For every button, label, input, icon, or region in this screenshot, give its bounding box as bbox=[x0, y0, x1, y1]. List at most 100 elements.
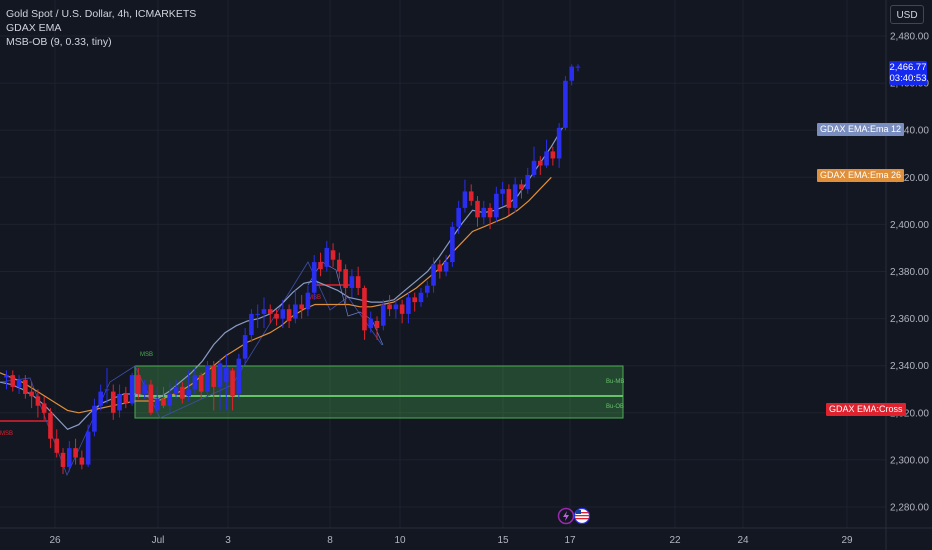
candle-body bbox=[79, 457, 85, 465]
ema-cross-tag: GDAX EMA:Cross bbox=[826, 403, 906, 416]
bu-ob-label: Bu-OB bbox=[606, 404, 624, 410]
price-axis-label: 2,440.00 bbox=[890, 126, 929, 137]
candle-body bbox=[54, 438, 60, 453]
price-axis-label: 2,340.00 bbox=[890, 361, 929, 372]
lightning-icon[interactable] bbox=[557, 507, 575, 525]
candle-body bbox=[456, 207, 461, 227]
candle-body bbox=[117, 393, 122, 411]
time-axis-label: 10 bbox=[394, 535, 406, 546]
candle-body bbox=[424, 285, 430, 293]
candle-body bbox=[525, 174, 531, 190]
last-price-tag: 2,466.77 03:40:53 bbox=[889, 61, 927, 85]
candle-body bbox=[343, 269, 348, 288]
bar-countdown: 03:40:53 bbox=[889, 73, 927, 84]
candle-body bbox=[129, 375, 135, 404]
time-axis-label: 24 bbox=[737, 535, 749, 546]
msb-bear-label-left: MSB bbox=[0, 431, 13, 437]
candle-body bbox=[48, 412, 53, 439]
candle-body bbox=[437, 264, 443, 272]
candle-body bbox=[406, 297, 411, 314]
candle-body bbox=[249, 313, 254, 336]
event-icons[interactable] bbox=[557, 507, 591, 525]
candle-body bbox=[462, 191, 468, 208]
indicator-msb-ob[interactable]: MSB-OB (9, 0.33, tiny) bbox=[6, 36, 112, 48]
price-axis-label: 2,360.00 bbox=[890, 314, 929, 325]
candle-body bbox=[569, 66, 574, 81]
candle-body bbox=[4, 375, 9, 378]
candle-body bbox=[494, 193, 499, 218]
chart-grid bbox=[0, 0, 886, 528]
candle-body bbox=[531, 160, 537, 175]
candle-body bbox=[154, 398, 160, 411]
price-axis-label: 2,380.00 bbox=[890, 267, 929, 278]
time-axis-label: 17 bbox=[564, 535, 576, 546]
price-axis-label: 2,300.00 bbox=[890, 455, 929, 466]
candle-body bbox=[136, 375, 141, 394]
time-axis-label: 29 bbox=[841, 535, 853, 546]
candle-body bbox=[29, 391, 34, 397]
candle-body bbox=[16, 379, 22, 387]
candle-body bbox=[286, 309, 292, 321]
candle-body bbox=[330, 250, 336, 260]
candle-body bbox=[311, 262, 317, 293]
last-price-value: 2,466.77 bbox=[889, 62, 927, 73]
candle-body bbox=[161, 398, 166, 406]
candle-body bbox=[98, 391, 103, 406]
candle-body bbox=[192, 375, 198, 390]
candle-body bbox=[85, 431, 91, 465]
time-axis-label: 15 bbox=[497, 535, 509, 546]
candle-body bbox=[418, 292, 424, 303]
candle-body bbox=[399, 304, 405, 314]
candle-body bbox=[224, 368, 229, 383]
candle-body bbox=[267, 309, 273, 314]
candle-body bbox=[148, 384, 154, 413]
symbol-title[interactable]: Gold Spot / U.S. Dollar, 4h, ICMARKETS bbox=[6, 8, 197, 20]
candle-body bbox=[217, 363, 223, 387]
candle-body bbox=[355, 276, 361, 288]
candle-body bbox=[123, 393, 129, 404]
candle-body bbox=[481, 207, 487, 218]
candle-body bbox=[487, 207, 493, 218]
candle-body bbox=[23, 379, 28, 394]
candle-body bbox=[374, 320, 380, 329]
candle-body bbox=[167, 393, 173, 406]
time-axis-label: 3 bbox=[225, 535, 231, 546]
candle-body bbox=[293, 304, 298, 319]
candle-body bbox=[60, 452, 66, 467]
candle-body bbox=[35, 396, 41, 406]
candle-body bbox=[368, 318, 374, 329]
chart-legend: Gold Spot / U.S. Dollar, 4h, ICMARKETS G… bbox=[6, 7, 196, 49]
time-axis-label: 22 bbox=[669, 535, 681, 546]
time-axis-label: Jul bbox=[152, 535, 165, 546]
candle-body bbox=[242, 335, 248, 359]
candle-body bbox=[337, 259, 342, 272]
candle-body bbox=[73, 448, 78, 458]
candle-body bbox=[186, 389, 191, 397]
candle-body bbox=[349, 276, 355, 288]
candle-body bbox=[318, 262, 323, 270]
bu-mb-label: Bu-MB bbox=[606, 379, 624, 385]
price-axis-label: 2,480.00 bbox=[890, 32, 929, 43]
candle-body bbox=[280, 309, 286, 319]
candle-body bbox=[431, 264, 436, 286]
us-flag-icon[interactable] bbox=[573, 507, 591, 525]
candle-body bbox=[236, 358, 242, 394]
candle-body bbox=[41, 403, 47, 413]
price-axis-label: 2,400.00 bbox=[890, 220, 929, 231]
msb-bull-label: MSB bbox=[140, 352, 153, 358]
price-axis-label: 2,420.00 bbox=[890, 173, 929, 184]
currency-button[interactable]: USD bbox=[890, 5, 924, 24]
candle-body bbox=[387, 304, 392, 310]
candle-body bbox=[550, 151, 556, 159]
candle-body bbox=[205, 365, 210, 392]
price-axis-label: 2,280.00 bbox=[890, 503, 929, 514]
candle-body bbox=[230, 370, 235, 397]
candle-body bbox=[299, 304, 304, 310]
candle-body bbox=[67, 448, 72, 467]
candle-body bbox=[544, 151, 549, 166]
candle-body bbox=[10, 375, 16, 387]
indicator-ema[interactable]: GDAX EMA bbox=[6, 22, 62, 34]
candle-body bbox=[443, 262, 449, 272]
